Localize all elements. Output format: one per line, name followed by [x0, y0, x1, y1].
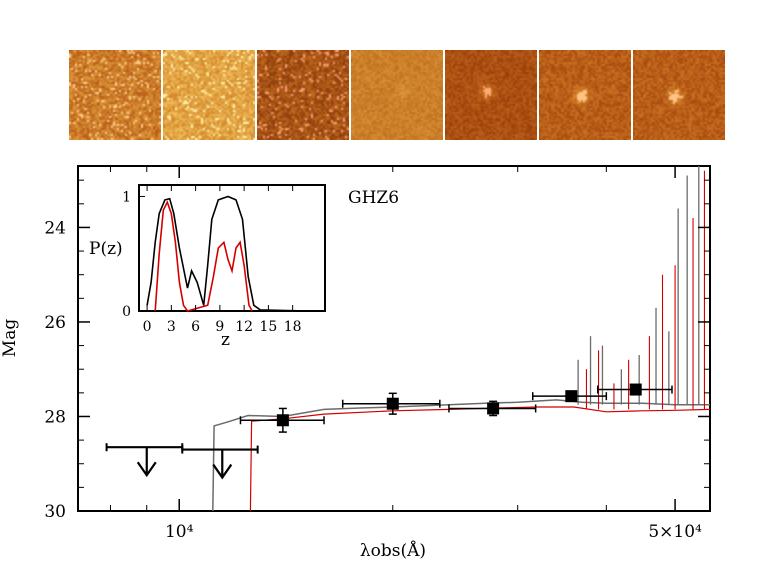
y-axis-label: Mag — [0, 319, 20, 358]
y-tick-label: 24 — [44, 218, 66, 238]
x-tick-label: 10⁴ — [165, 522, 194, 542]
sed-model-red — [249, 406, 711, 512]
cutout-stamps — [69, 50, 725, 140]
upper-limit-arrowhead — [212, 463, 233, 480]
photometry-point — [565, 390, 578, 403]
y-tick-label: 26 — [44, 313, 66, 333]
pz-curve-black — [146, 195, 309, 312]
inset-x-tick-label: 6 — [191, 319, 200, 335]
cutout-stamp — [351, 50, 443, 140]
inset-x-tick-label: 15 — [259, 319, 277, 335]
inset-y-tick-label: 0 — [122, 304, 131, 320]
y-tick-label: 28 — [44, 407, 66, 427]
photometry-point — [386, 397, 399, 410]
inset-frame — [138, 184, 326, 312]
inset-x-tick-label: 12 — [235, 319, 253, 335]
x-tick-label: 5×10⁴ — [648, 522, 702, 542]
inset-x-label: z — [221, 330, 230, 350]
photometry-point — [487, 402, 500, 415]
main-frame — [77, 165, 711, 512]
cutout-stamp — [539, 50, 631, 140]
chart-title: GHZ6 — [348, 188, 399, 208]
inset-x-tick-label: 9 — [215, 319, 224, 335]
inset-y-label: P(z) — [89, 239, 123, 259]
cutout-stamp — [163, 50, 255, 140]
pz-curve-red — [154, 200, 253, 312]
inset-x-tick-label: 18 — [284, 319, 302, 335]
inset-y-tick-label: 1 — [122, 189, 131, 205]
cutout-stamp — [69, 50, 161, 140]
photometry-point — [276, 414, 289, 427]
inset-x-tick-label: 3 — [167, 319, 176, 335]
photometry-point — [629, 383, 642, 396]
cutout-stamp — [633, 50, 725, 140]
inset-x-tick-label: 0 — [143, 319, 152, 335]
y-tick-label: 30 — [44, 502, 66, 522]
x-axis-label: λobs(Å) — [360, 540, 426, 561]
upper-limit-arrowhead — [136, 461, 157, 478]
cutout-stamp — [445, 50, 537, 140]
cutout-stamp — [257, 50, 349, 140]
